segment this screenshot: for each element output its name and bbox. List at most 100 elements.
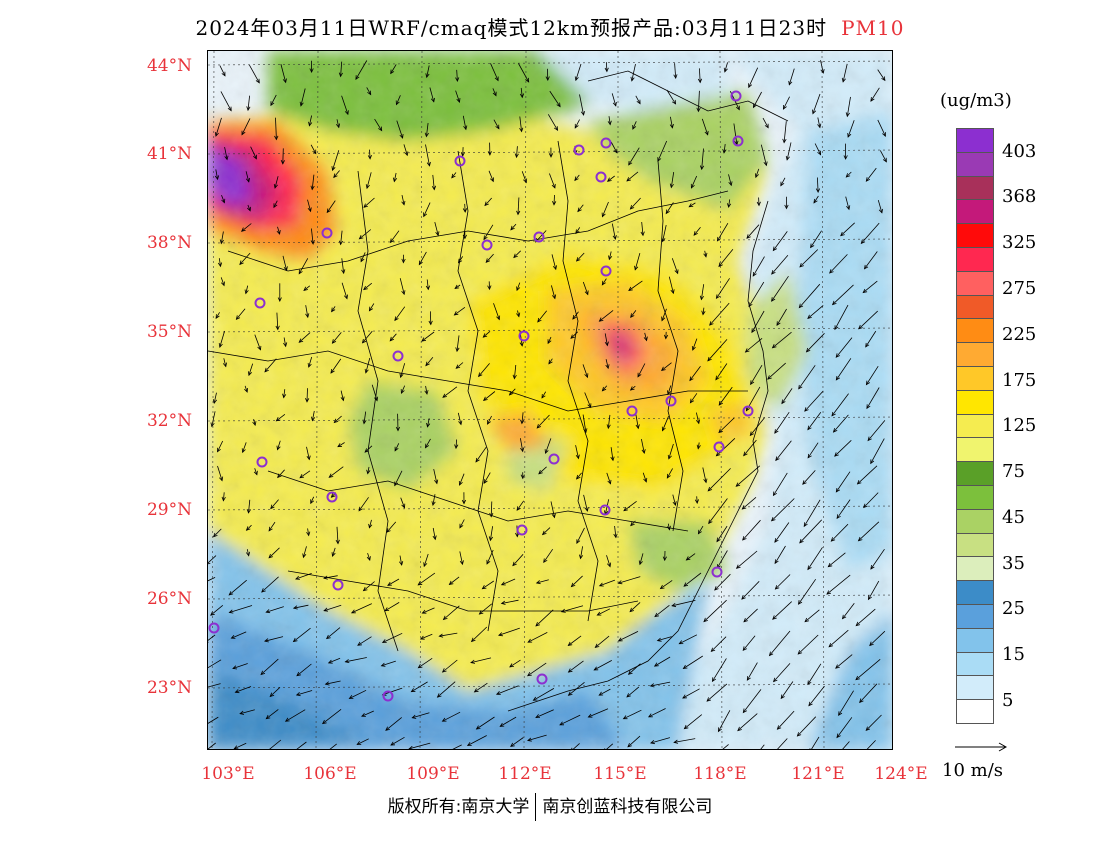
wind-arrow-head — [544, 449, 549, 454]
wind-arrow — [535, 709, 554, 718]
wind-arrow-head — [428, 320, 433, 326]
wind-arrow — [437, 681, 456, 698]
wind-arrow — [674, 63, 677, 79]
wind-arrow — [359, 229, 372, 240]
wind-arrow — [533, 688, 555, 701]
wind-arrow-head — [574, 76, 579, 82]
wind-arrow — [439, 632, 458, 637]
wind-arrow-head — [545, 76, 550, 82]
wind-arrow-head — [241, 130, 246, 136]
copyright-left: 版权所有:南京大学 — [387, 797, 530, 817]
wind-arrow-head — [492, 91, 497, 97]
wind-arrow — [434, 222, 439, 236]
wind-arrow — [728, 199, 731, 208]
wind-arrow — [246, 549, 250, 556]
wind-arrow-head — [640, 231, 645, 237]
wind-arrow — [682, 688, 700, 699]
wind-arrow-head — [608, 255, 613, 261]
wind-arrow-head — [482, 333, 488, 338]
wind-arrow-head — [666, 525, 671, 531]
wind-arrow-head — [752, 103, 757, 109]
wind-arrow-head — [482, 396, 488, 401]
wind-arrow-head — [438, 633, 444, 638]
wind-arrow — [835, 337, 853, 358]
wind-arrow — [224, 147, 228, 160]
pm10-map — [208, 51, 892, 750]
wind-arrow — [606, 472, 611, 484]
wind-arrow-head — [270, 504, 275, 510]
wind-arrow — [559, 714, 581, 726]
wind-arrow — [626, 171, 639, 182]
wind-arrow-head — [567, 691, 573, 696]
wind-arrow — [762, 117, 769, 128]
wind-arrow — [836, 499, 851, 519]
wind-arrow — [442, 711, 461, 722]
wind-arrow-head — [362, 419, 367, 425]
wind-arrow — [488, 170, 494, 182]
wind-arrow-head — [462, 234, 467, 240]
wind-arrow-head — [670, 289, 675, 295]
wind-arrow-head — [604, 341, 609, 347]
wind-arrow-head — [217, 262, 223, 268]
wind-arrow — [457, 412, 462, 425]
wind-arrow-head — [367, 90, 372, 96]
wind-arrow — [340, 61, 343, 77]
wind-arrow-head — [607, 120, 612, 126]
wind-arrow-head — [276, 230, 281, 235]
wind-arrow — [307, 528, 310, 536]
wind-arrow-head — [635, 424, 640, 430]
wind-arrow — [835, 358, 852, 381]
wind-arrow — [254, 334, 261, 350]
wind-arrow-head — [295, 692, 301, 697]
wind-arrow — [807, 663, 822, 685]
wind-arrow — [303, 546, 307, 558]
wind-arrow-head — [781, 399, 786, 405]
wind-arrow-head — [454, 284, 460, 290]
wind-arrow-head — [292, 605, 298, 610]
wind-arrow-head — [856, 480, 862, 485]
wind-arrow-head — [659, 584, 665, 590]
wind-arrow — [459, 551, 463, 565]
wind-arrow — [328, 466, 344, 478]
wind-arrow-head — [360, 257, 365, 263]
wind-arrow — [857, 465, 878, 485]
wind-arrow — [492, 88, 497, 96]
wind-arrow-head — [399, 133, 404, 139]
wind-arrow — [783, 121, 787, 143]
wind-arrow — [618, 631, 639, 642]
wind-arrow-head — [835, 487, 840, 493]
wind-arrow — [357, 636, 372, 646]
wind-arrow — [627, 735, 641, 748]
wind-arrow-head — [737, 726, 742, 732]
legend-label: 125 — [1002, 415, 1037, 436]
wind-arrow — [274, 176, 279, 189]
wind-arrow — [239, 252, 251, 265]
graticule — [208, 51, 892, 749]
map-frame — [207, 50, 893, 750]
wind-arrow-head — [385, 726, 390, 731]
wind-arrow — [561, 605, 584, 613]
wind-arrow — [863, 492, 879, 508]
wind-arrow-head — [338, 72, 343, 78]
city-marker — [573, 144, 585, 156]
wind-arrow — [509, 659, 521, 668]
wind-arrow-head — [580, 111, 585, 116]
wind-arrow-head — [234, 689, 240, 694]
wind-arrow-head — [340, 396, 345, 402]
wind-arrow — [775, 574, 791, 590]
wind-arrow — [601, 278, 607, 286]
city-marker — [481, 239, 493, 251]
wind-arrow-head — [577, 207, 582, 213]
wind-arrow-head — [841, 614, 847, 620]
wind-arrow-head — [446, 749, 450, 750]
wind-arrow-head — [425, 285, 431, 291]
wind-arrow-head — [245, 526, 251, 531]
wind-arrow — [456, 335, 460, 352]
wind-arrow — [345, 657, 367, 663]
wind-reference-arrow — [955, 742, 1008, 752]
wind-arrow-head — [575, 229, 580, 235]
wind-arrow-head — [622, 715, 628, 720]
lon-label: 124°E — [874, 764, 928, 784]
wind-arrow-head — [650, 740, 655, 745]
wind-arrow — [804, 390, 824, 412]
